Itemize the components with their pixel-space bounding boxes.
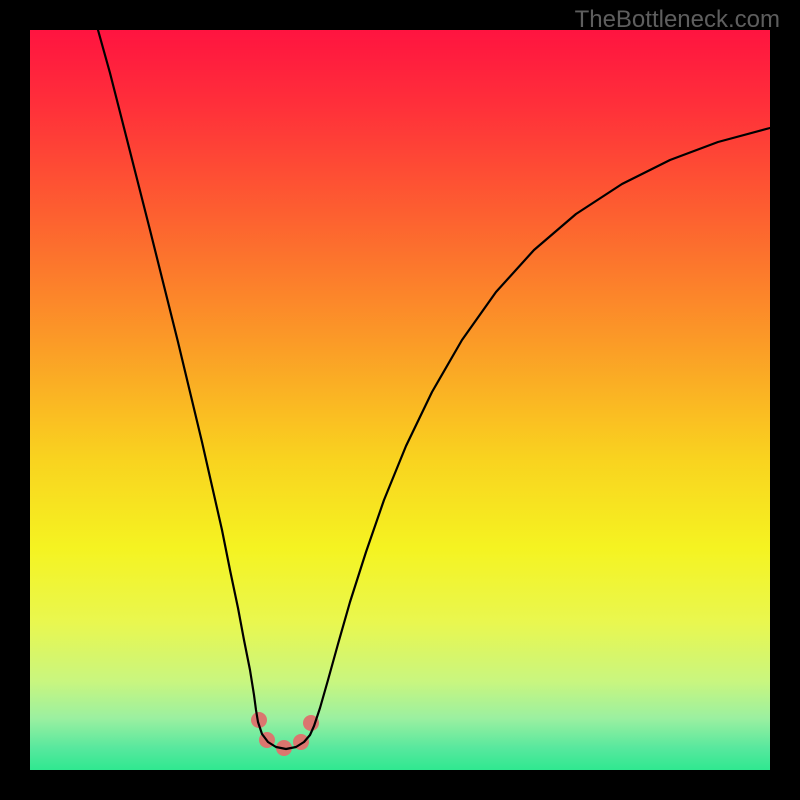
plot-gradient-area xyxy=(30,30,770,770)
chart-frame: TheBottleneck.com xyxy=(0,0,800,800)
watermark-text: TheBottleneck.com xyxy=(575,6,780,34)
